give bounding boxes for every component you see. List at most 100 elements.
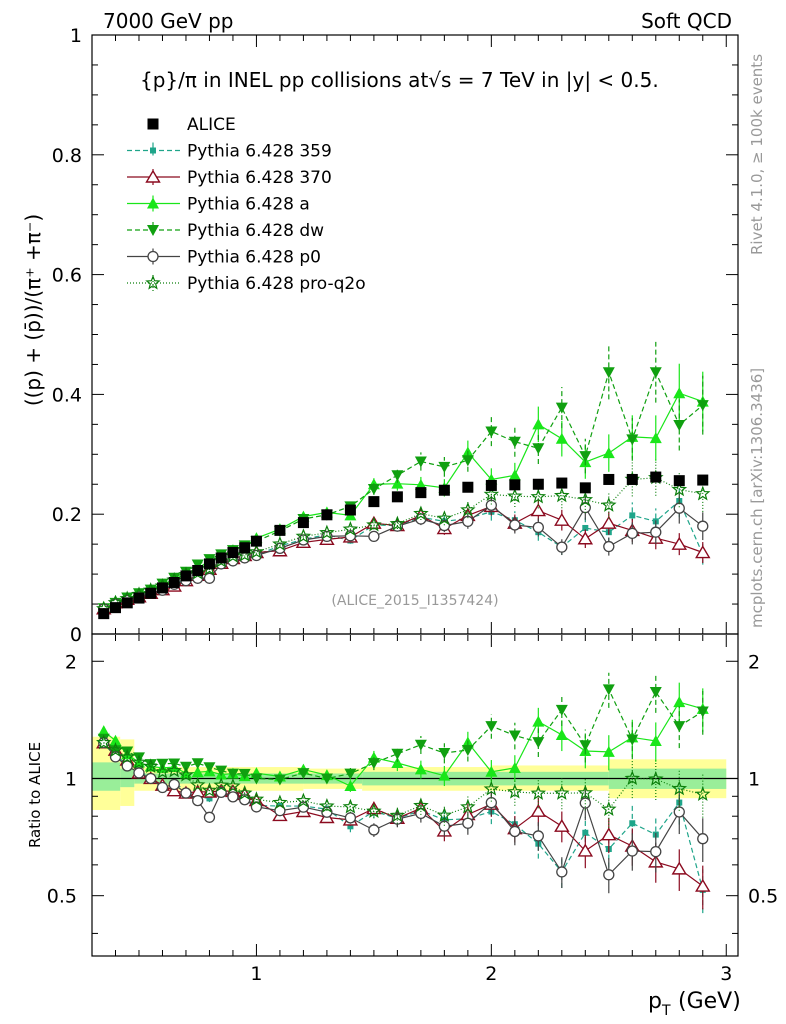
ratio-point	[696, 706, 709, 718]
ratio-point	[344, 812, 357, 824]
ratio-point	[507, 783, 523, 799]
data-point	[248, 543, 265, 559]
ratio-tick-label-right: 0.5	[748, 886, 778, 908]
ratio-point	[192, 794, 204, 807]
data-point	[671, 536, 687, 550]
data-point	[555, 402, 568, 414]
ratio-point	[602, 745, 615, 757]
data-point	[413, 505, 429, 521]
ratio-point	[532, 830, 544, 842]
data-point	[579, 482, 591, 494]
ratio-point	[601, 801, 617, 816]
data-point	[507, 488, 523, 503]
legend-item-pp0: Pythia 6.428 p0	[127, 248, 321, 268]
ratio-point	[532, 715, 545, 727]
ratio-point	[626, 734, 639, 746]
data-point	[554, 512, 570, 526]
ratio-point	[145, 772, 157, 785]
data-point	[203, 572, 216, 584]
analysis-watermark: (ALICE_2015_I1357424)	[331, 593, 498, 609]
data-point	[626, 473, 638, 485]
ratio-point	[530, 803, 547, 817]
ratio-point	[201, 782, 218, 798]
ratio-point	[248, 791, 265, 806]
ratio-point	[650, 845, 662, 858]
y-tick-label: 0.2	[52, 504, 82, 526]
data-point	[344, 504, 356, 516]
ratio-point	[462, 817, 474, 829]
data-point	[391, 491, 403, 503]
ratio-point	[107, 742, 124, 757]
legend-item-pa: Pythia 6.428 a	[127, 195, 310, 215]
ratio-tick-label: 2	[65, 651, 77, 673]
legend-item-pdw: Pythia 6.428 dw	[127, 221, 324, 241]
legend-label: Pythia 6.428 p0	[187, 248, 321, 268]
ratio-point	[626, 845, 638, 857]
ratio-point	[577, 843, 594, 857]
data-point	[532, 521, 544, 534]
ratio-point	[189, 776, 206, 792]
ratio-bands	[92, 736, 738, 810]
tick-labels: 0 0.2 0.4 0.6 0.8 1 0.5 0.5 1 1 2 2 1 2 3	[47, 25, 778, 985]
header-left: 7000 GeV pp	[103, 9, 234, 33]
ratio-point	[142, 758, 159, 774]
ratio-tick-label-right: 1	[748, 768, 760, 790]
ratio-point	[206, 795, 213, 802]
data-point	[295, 528, 312, 543]
ratio-point	[342, 798, 359, 814]
data-point	[673, 475, 685, 487]
ratio-point	[649, 735, 662, 747]
ratio-point	[603, 869, 615, 881]
data-point	[250, 535, 262, 547]
data-point	[98, 608, 110, 620]
ratio-point	[483, 780, 500, 796]
ratio-point	[178, 766, 194, 782]
ratio-point	[121, 760, 133, 772]
ratio-point	[508, 761, 521, 773]
data-point	[438, 461, 451, 473]
ratio-point	[391, 756, 404, 768]
data-point	[530, 488, 547, 504]
ratio-point	[671, 780, 688, 796]
data-point	[579, 451, 592, 463]
data-point	[626, 527, 638, 540]
ratio-point	[347, 823, 354, 830]
ratio-point	[273, 774, 286, 786]
ratio-point	[629, 820, 636, 827]
data-point	[629, 512, 636, 519]
ratio-point	[485, 796, 497, 809]
data-point	[483, 486, 500, 502]
data-point	[603, 473, 615, 485]
data-point	[697, 520, 709, 532]
y-tick-label: 0.8	[52, 145, 82, 167]
ratio-point	[554, 818, 570, 832]
ratio-point	[695, 786, 711, 801]
legend-label: Pythia 6.428 a	[187, 195, 310, 215]
mcplots-reference: mcplots.cern.ch [arXiv:1306.3436]	[748, 368, 766, 628]
ratio-point	[509, 825, 521, 838]
data-point	[180, 570, 192, 582]
plot-title: {p}/π in INEL pp collisions at√s = 7 TeV…	[140, 68, 659, 92]
ratio-point	[555, 728, 568, 740]
data-point	[274, 524, 286, 536]
data-point	[695, 485, 711, 501]
data-point	[509, 479, 521, 491]
ratio-point	[367, 758, 380, 770]
series-alice	[98, 471, 709, 620]
data-point	[673, 502, 685, 514]
data-point	[650, 471, 662, 483]
header-right: Soft QCD	[641, 9, 732, 33]
x-label-main: p	[648, 989, 662, 1014]
series-pq2o	[96, 459, 711, 616]
ratio-point	[530, 785, 547, 800]
rivet-version: Rivet 4.1.0, ≥ 100k events	[748, 54, 766, 255]
data-point	[485, 499, 497, 511]
ratio-point	[132, 752, 145, 764]
legend-marker	[147, 250, 159, 263]
legend-item-pq2o: Pythia 6.428 pro-q2o	[127, 274, 366, 294]
data-point	[367, 484, 380, 496]
ratio-point	[697, 833, 709, 845]
data-point	[368, 496, 380, 508]
ratio-point	[391, 748, 404, 760]
